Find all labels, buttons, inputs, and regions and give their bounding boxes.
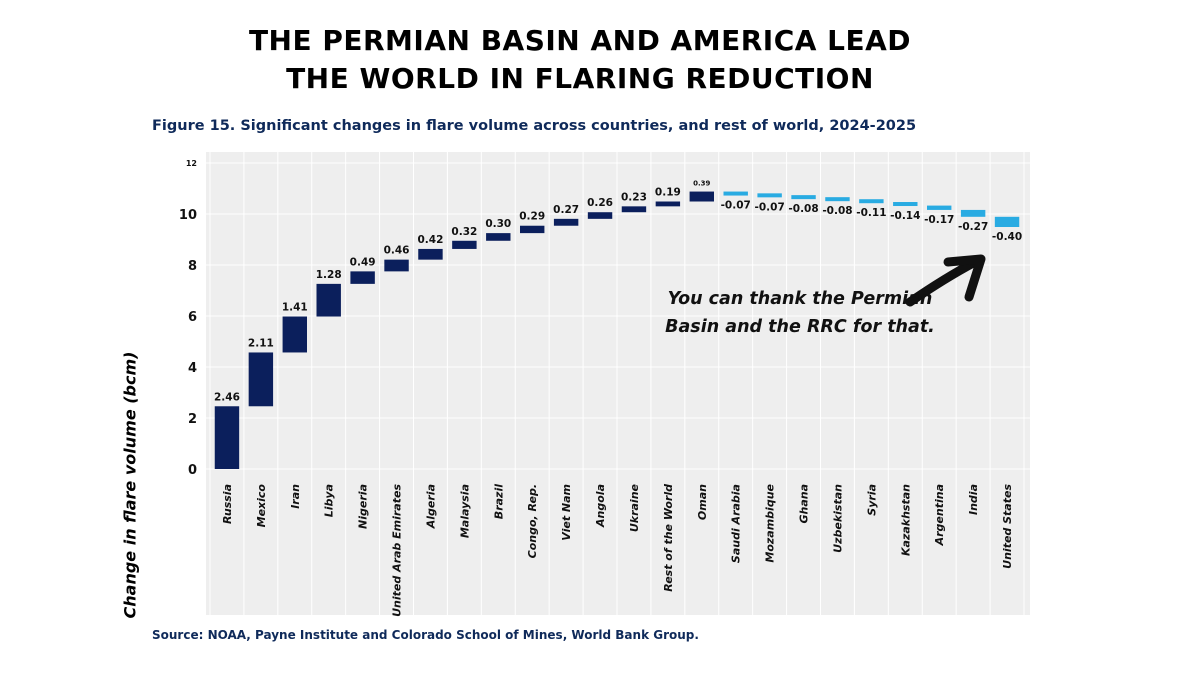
bar (621, 206, 647, 213)
bar (452, 240, 477, 249)
figure-subtitle: Figure 15. Significant changes in flare … (152, 118, 917, 134)
x-tick-label: Ghana (798, 484, 811, 524)
data-label: -0.17 (924, 214, 954, 226)
data-label: 0.30 (485, 218, 511, 230)
bar (350, 271, 375, 284)
y-tick-label: 4 (188, 361, 197, 376)
x-tick-label: Viet Nam (560, 484, 573, 541)
bar (282, 316, 308, 353)
bar (486, 233, 511, 241)
headline: THE PERMIAN BASIN AND AMERICA LEAD THE W… (0, 22, 1160, 98)
bar (519, 225, 545, 234)
data-labels: 2.46 2.11 1.41 1.28 0.49 0.46 0.42 0.32 0.30 0.29… (214, 180, 1022, 404)
headline-line-1: THE PERMIAN BASIN AND AMERICA LEAD (248, 24, 912, 57)
bar (587, 212, 613, 219)
x-tick-label: Nigeria (357, 484, 370, 529)
bar (689, 191, 715, 202)
data-label: 1.28 (316, 269, 342, 281)
headline-line-2: THE WORLD IN FLARING REDUCTION (286, 62, 874, 95)
y-tick-label: 2 (188, 412, 197, 427)
x-tick-label: Rest of the World (662, 484, 675, 592)
data-label: 2.11 (248, 337, 274, 349)
x-tick-label: India (967, 484, 980, 515)
data-label: -0.07 (754, 201, 784, 213)
x-tick-label: United States (1001, 484, 1014, 569)
data-label: 0.49 (350, 256, 376, 268)
x-tick-labels: Russia Mexico Iran Libya Nigeria United Arab … (221, 483, 1014, 616)
bar (893, 202, 918, 207)
bar (248, 352, 274, 407)
bar (994, 216, 1020, 228)
bar (316, 283, 341, 317)
x-tick-label: United Arab Emirates (391, 484, 404, 617)
bar (791, 195, 816, 200)
x-tick-label: Russia (221, 484, 234, 524)
bar (960, 209, 986, 217)
x-tick-label: Libya (323, 484, 336, 517)
bar (655, 201, 681, 207)
x-tick-label: Uzbekistan (831, 484, 844, 553)
data-label: -0.27 (958, 221, 988, 233)
grid-lines (206, 152, 1030, 615)
x-tick-label: Argentina (933, 484, 946, 546)
data-label: -0.08 (822, 205, 852, 217)
data-label: 2.46 (214, 391, 240, 403)
x-tick-label: Syria (865, 484, 878, 516)
data-label: 0.32 (451, 226, 477, 238)
x-tick-label: Brazil (492, 484, 505, 519)
x-tick-label: Saudi Arabia (730, 484, 743, 563)
annotation-text: You can thank the Permian Basin and the … (665, 289, 935, 337)
y-tick-label: 6 (188, 310, 197, 325)
y-tick-label: 0 (188, 463, 197, 478)
data-label: 1.41 (282, 302, 308, 314)
bar (553, 218, 579, 226)
bar (926, 205, 952, 210)
data-label: -0.07 (721, 200, 751, 212)
data-label: 0.27 (553, 204, 579, 216)
arrow-icon (905, 254, 986, 307)
source-note: Source: NOAA, Payne Institute and Colora… (152, 628, 699, 642)
bars (214, 191, 1020, 469)
bar (418, 248, 443, 260)
data-label: 0.26 (587, 197, 613, 209)
data-label: -0.11 (856, 207, 886, 219)
y-tick-label: 10 (179, 208, 197, 223)
plot-background (206, 152, 1030, 615)
data-label: -0.40 (992, 231, 1022, 243)
x-tick-label: Ukraine (628, 483, 641, 532)
bar (825, 197, 850, 202)
x-tick-label: Iran (289, 484, 302, 509)
x-tick-label: Congo, Rep. (526, 484, 539, 558)
data-label: 0.42 (417, 234, 443, 246)
data-label: 0.23 (621, 191, 647, 203)
y-tick-label: 8 (188, 259, 197, 274)
bar (384, 259, 409, 272)
x-tick-label: Kazakhstan (899, 484, 912, 556)
y-tick-labels: 0 2 4 6 8 10 12 (179, 159, 197, 478)
x-tick-label: Oman (696, 484, 709, 520)
data-label: -0.14 (890, 210, 920, 222)
x-tick-label: Mozambique (764, 483, 777, 562)
bar (214, 406, 240, 469)
data-label: 0.46 (384, 245, 410, 257)
data-label: 0.39 (693, 180, 710, 188)
x-tick-label: Algeria (424, 484, 437, 529)
bar (723, 191, 748, 196)
x-tick-label: Malaysia (458, 484, 471, 538)
data-label: 0.29 (519, 211, 545, 223)
x-tick-label: Mexico (255, 484, 268, 528)
bar (757, 193, 782, 198)
data-label: -0.08 (788, 203, 818, 215)
x-tick-label: Angola (594, 484, 607, 528)
bar (859, 199, 884, 204)
data-label: 0.19 (655, 187, 681, 199)
y-tick-label: 12 (186, 159, 197, 168)
